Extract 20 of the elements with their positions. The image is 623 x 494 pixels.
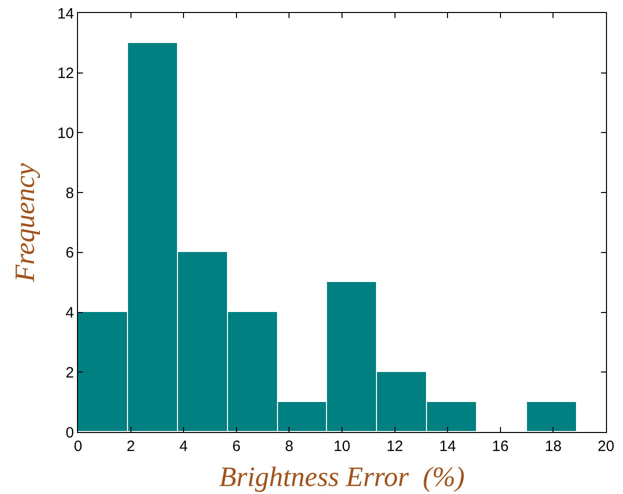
- x-tick-label: 18: [544, 438, 562, 455]
- x-tick-label: 14: [439, 438, 456, 455]
- x-tick-label: 8: [285, 438, 294, 455]
- x-tick-label: 4: [179, 438, 188, 455]
- y-tick-label: 2: [66, 364, 74, 382]
- x-axis-title: Brightness Error (%): [219, 462, 465, 494]
- y-tick-label: 8: [66, 184, 74, 202]
- x-tick-label: 16: [492, 438, 509, 455]
- y-tick-label: 6: [66, 244, 74, 262]
- x-tick-label: 12: [386, 438, 404, 455]
- y-tick-label: 14: [57, 5, 74, 22]
- y-tick-label: 12: [57, 65, 74, 82]
- x-tick-label: 6: [232, 438, 241, 455]
- x-tick-label: 20: [598, 438, 614, 455]
- y-tick-label: 10: [57, 124, 74, 142]
- y-axis-title: Frequency: [10, 162, 42, 283]
- y-tick-label: 4: [66, 304, 74, 322]
- x-tick-label: 10: [334, 438, 350, 455]
- y-tick-label: 0: [66, 424, 74, 442]
- x-tick-label: 2: [126, 438, 135, 455]
